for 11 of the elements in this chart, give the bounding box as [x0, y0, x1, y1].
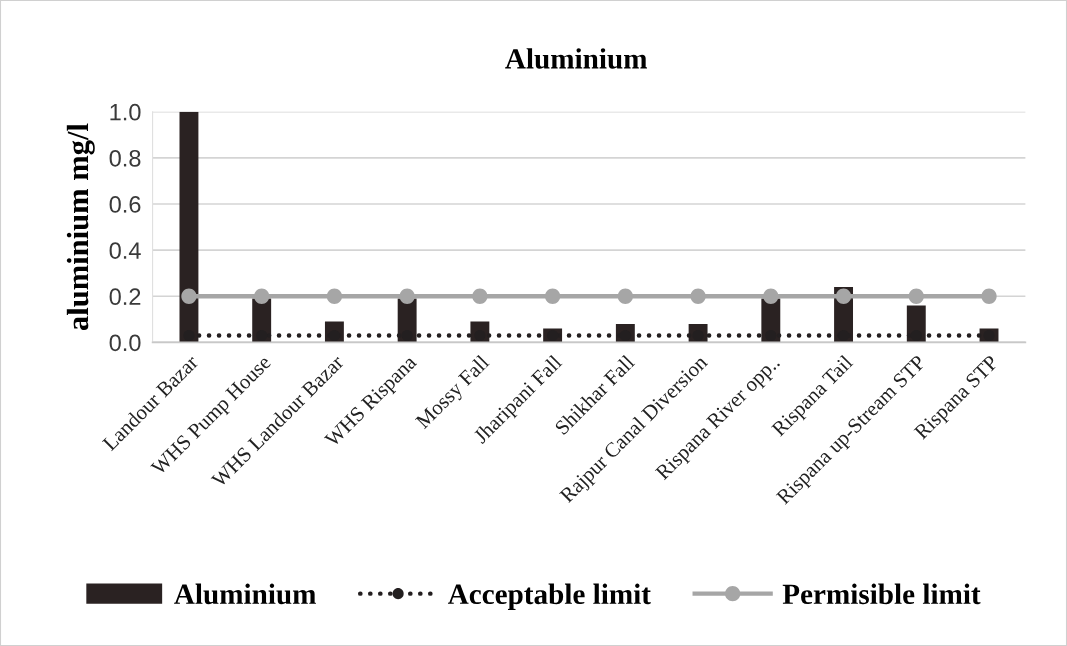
y-tick-label: 1.0	[110, 103, 141, 121]
y-tick-label: 0.8	[109, 149, 141, 167]
legend-label: Acceptable limit	[447, 583, 651, 611]
y-axis-title: aluminium mg/l	[66, 123, 95, 331]
y-tick-label: 0.0	[109, 334, 141, 352]
y-tick-label: 0.6	[109, 196, 141, 213]
chart-title: Aluminium	[505, 48, 647, 69]
y-tick-label: 0.2	[109, 288, 141, 306]
legend-label: Permisible limit	[782, 583, 981, 605]
y-tick-label: 0.4	[109, 242, 141, 259]
legend-label: Aluminium	[174, 583, 316, 605]
